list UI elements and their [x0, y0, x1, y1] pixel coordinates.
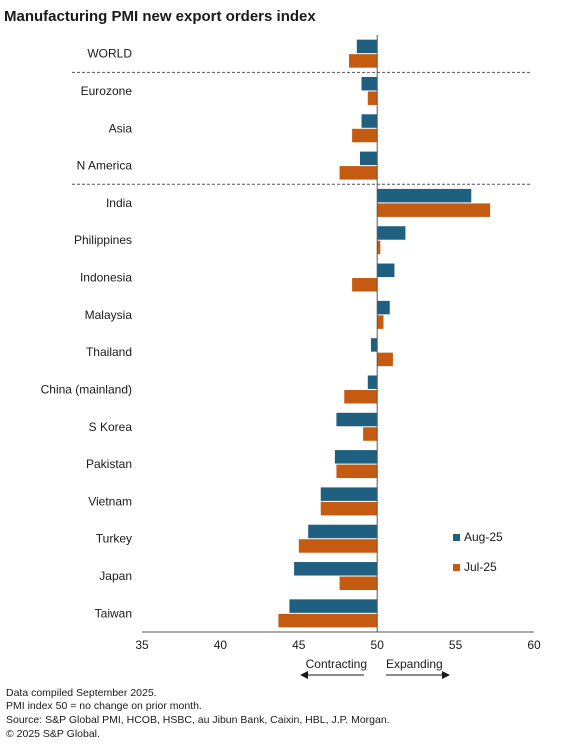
legend-swatch-jul-25 [453, 564, 460, 571]
category-label-n-america: N America [77, 159, 133, 173]
direction-labels: Contracting Expanding [300, 657, 450, 679]
bar-india-jul-25 [377, 203, 491, 217]
footnote-source: Source: S&P Global PMI, HCOB, HSBC, au J… [6, 714, 390, 726]
x-tick-45: 45 [292, 638, 306, 652]
category-label-world: WORLD [87, 47, 132, 61]
legend-swatch-aug-25 [453, 534, 460, 541]
x-tick-60: 60 [527, 638, 541, 652]
category-labels: WORLD Eurozone Asia N America India Philippin… [41, 47, 133, 621]
bar-philippines-jul-25 [377, 240, 381, 255]
bars [278, 39, 491, 628]
contracting-label: Contracting [306, 657, 367, 671]
category-label-asia: Asia [109, 121, 133, 135]
legend-label-jul-25: Jul-25 [464, 560, 497, 574]
chart-title: Manufacturing PMI new export orders inde… [4, 8, 316, 25]
group-separators [72, 71, 530, 185]
bar-vietnam-aug-25 [320, 487, 378, 501]
bar-s-korea-aug-25 [336, 412, 378, 427]
bar-vietnam-jul-25 [320, 501, 378, 516]
x-tick-40: 40 [214, 638, 228, 652]
bar-taiwan-aug-25 [289, 599, 378, 613]
bar-asia-aug-25 [361, 114, 378, 128]
bar-n-america-jul-25 [339, 166, 378, 180]
category-label-china-mainland: China (mainland) [41, 382, 132, 396]
category-label-eurozone: Eurozone [81, 84, 133, 98]
expanding-label: Expanding [386, 657, 443, 671]
bar-japan-aug-25 [294, 562, 378, 576]
bar-world-aug-25 [356, 39, 378, 54]
category-label-japan: Japan [99, 569, 132, 583]
bar-eurozone-aug-25 [361, 76, 378, 91]
category-label-vietnam: Vietnam [88, 494, 132, 508]
x-tick-35: 35 [135, 638, 149, 652]
category-label-thailand: Thailand [86, 345, 132, 359]
bar-philippines-aug-25 [377, 226, 406, 240]
category-label-taiwan: Taiwan [95, 606, 132, 620]
footnote-compiled: Data compiled September 2025. [6, 687, 157, 699]
bar-turkey-aug-25 [308, 524, 378, 539]
category-label-malaysia: Malaysia [85, 308, 133, 322]
bar-thailand-aug-25 [370, 338, 378, 352]
bar-indonesia-aug-25 [377, 263, 395, 278]
bar-asia-jul-25 [352, 128, 378, 143]
bar-s-korea-jul-25 [363, 427, 378, 441]
bar-taiwan-jul-25 [278, 613, 378, 628]
bar-pakistan-jul-25 [336, 464, 378, 479]
bar-malaysia-aug-25 [377, 300, 390, 315]
x-tick-labels: 35 40 45 50 55 60 [135, 638, 541, 652]
legend-label-aug-25: Aug-25 [464, 530, 503, 544]
category-label-s-korea: S Korea [89, 420, 133, 434]
bar-thailand-jul-25 [377, 352, 393, 367]
x-tick-50: 50 [371, 638, 385, 652]
bar-indonesia-jul-25 [352, 278, 378, 292]
bar-n-america-aug-25 [359, 151, 378, 166]
category-label-pakistan: Pakistan [86, 457, 132, 471]
category-label-indonesia: Indonesia [80, 271, 132, 285]
expanding-arrow-head [442, 671, 450, 679]
bar-pakistan-aug-25 [334, 450, 378, 464]
footnote-copyright: © 2025 S&P Global. [6, 728, 100, 740]
bar-eurozone-jul-25 [367, 91, 378, 105]
legend: Aug-25 Jul-25 [453, 530, 503, 574]
x-tick-55: 55 [449, 638, 463, 652]
chart: Manufacturing PMI new export orders inde… [4, 8, 541, 679]
category-label-india: India [106, 196, 132, 210]
bar-china-mainland-aug-25 [367, 375, 378, 389]
category-label-philippines: Philippines [74, 233, 132, 247]
contracting-arrow-head [300, 671, 308, 679]
category-label-turkey: Turkey [96, 532, 132, 546]
bar-china-mainland-jul-25 [344, 389, 378, 404]
bar-japan-jul-25 [339, 576, 378, 591]
bar-world-jul-25 [348, 54, 378, 68]
bar-india-aug-25 [377, 188, 472, 203]
footnote-pmi-definition: PMI index 50 = no change on prior month. [6, 700, 202, 712]
bar-malaysia-jul-25 [377, 315, 384, 329]
bar-turkey-jul-25 [298, 539, 378, 553]
